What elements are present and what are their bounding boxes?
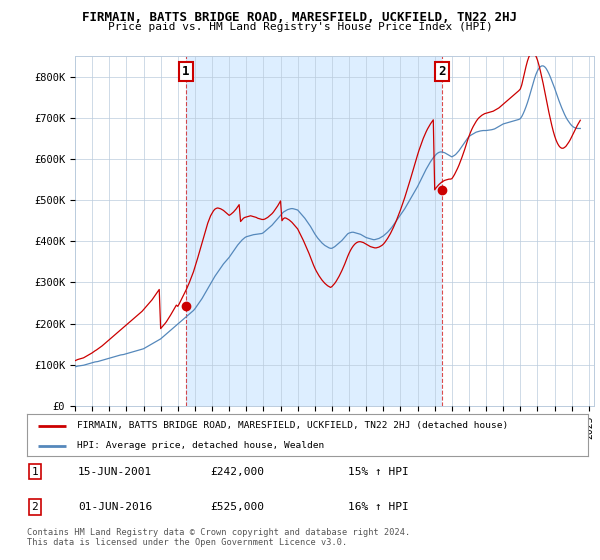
- Text: 01-JUN-2016: 01-JUN-2016: [78, 502, 152, 512]
- Text: 2: 2: [31, 502, 38, 512]
- Text: 16% ↑ HPI: 16% ↑ HPI: [348, 502, 409, 512]
- Text: 2: 2: [438, 65, 446, 78]
- Text: 1: 1: [31, 466, 38, 477]
- Text: HPI: Average price, detached house, Wealden: HPI: Average price, detached house, Weal…: [77, 441, 325, 450]
- Text: Price paid vs. HM Land Registry's House Price Index (HPI): Price paid vs. HM Land Registry's House …: [107, 22, 493, 32]
- Text: FIRMAIN, BATTS BRIDGE ROAD, MARESFIELD, UCKFIELD, TN22 2HJ: FIRMAIN, BATTS BRIDGE ROAD, MARESFIELD, …: [83, 11, 517, 24]
- Text: 15% ↑ HPI: 15% ↑ HPI: [348, 466, 409, 477]
- Text: 1: 1: [182, 65, 190, 78]
- Bar: [185, 56, 442, 406]
- Text: 15-JUN-2001: 15-JUN-2001: [78, 466, 152, 477]
- Text: £525,000: £525,000: [210, 502, 264, 512]
- Text: Contains HM Land Registry data © Crown copyright and database right 2024.
This d: Contains HM Land Registry data © Crown c…: [27, 528, 410, 548]
- Text: FIRMAIN, BATTS BRIDGE ROAD, MARESFIELD, UCKFIELD, TN22 2HJ (detached house): FIRMAIN, BATTS BRIDGE ROAD, MARESFIELD, …: [77, 421, 509, 430]
- Text: £242,000: £242,000: [210, 466, 264, 477]
